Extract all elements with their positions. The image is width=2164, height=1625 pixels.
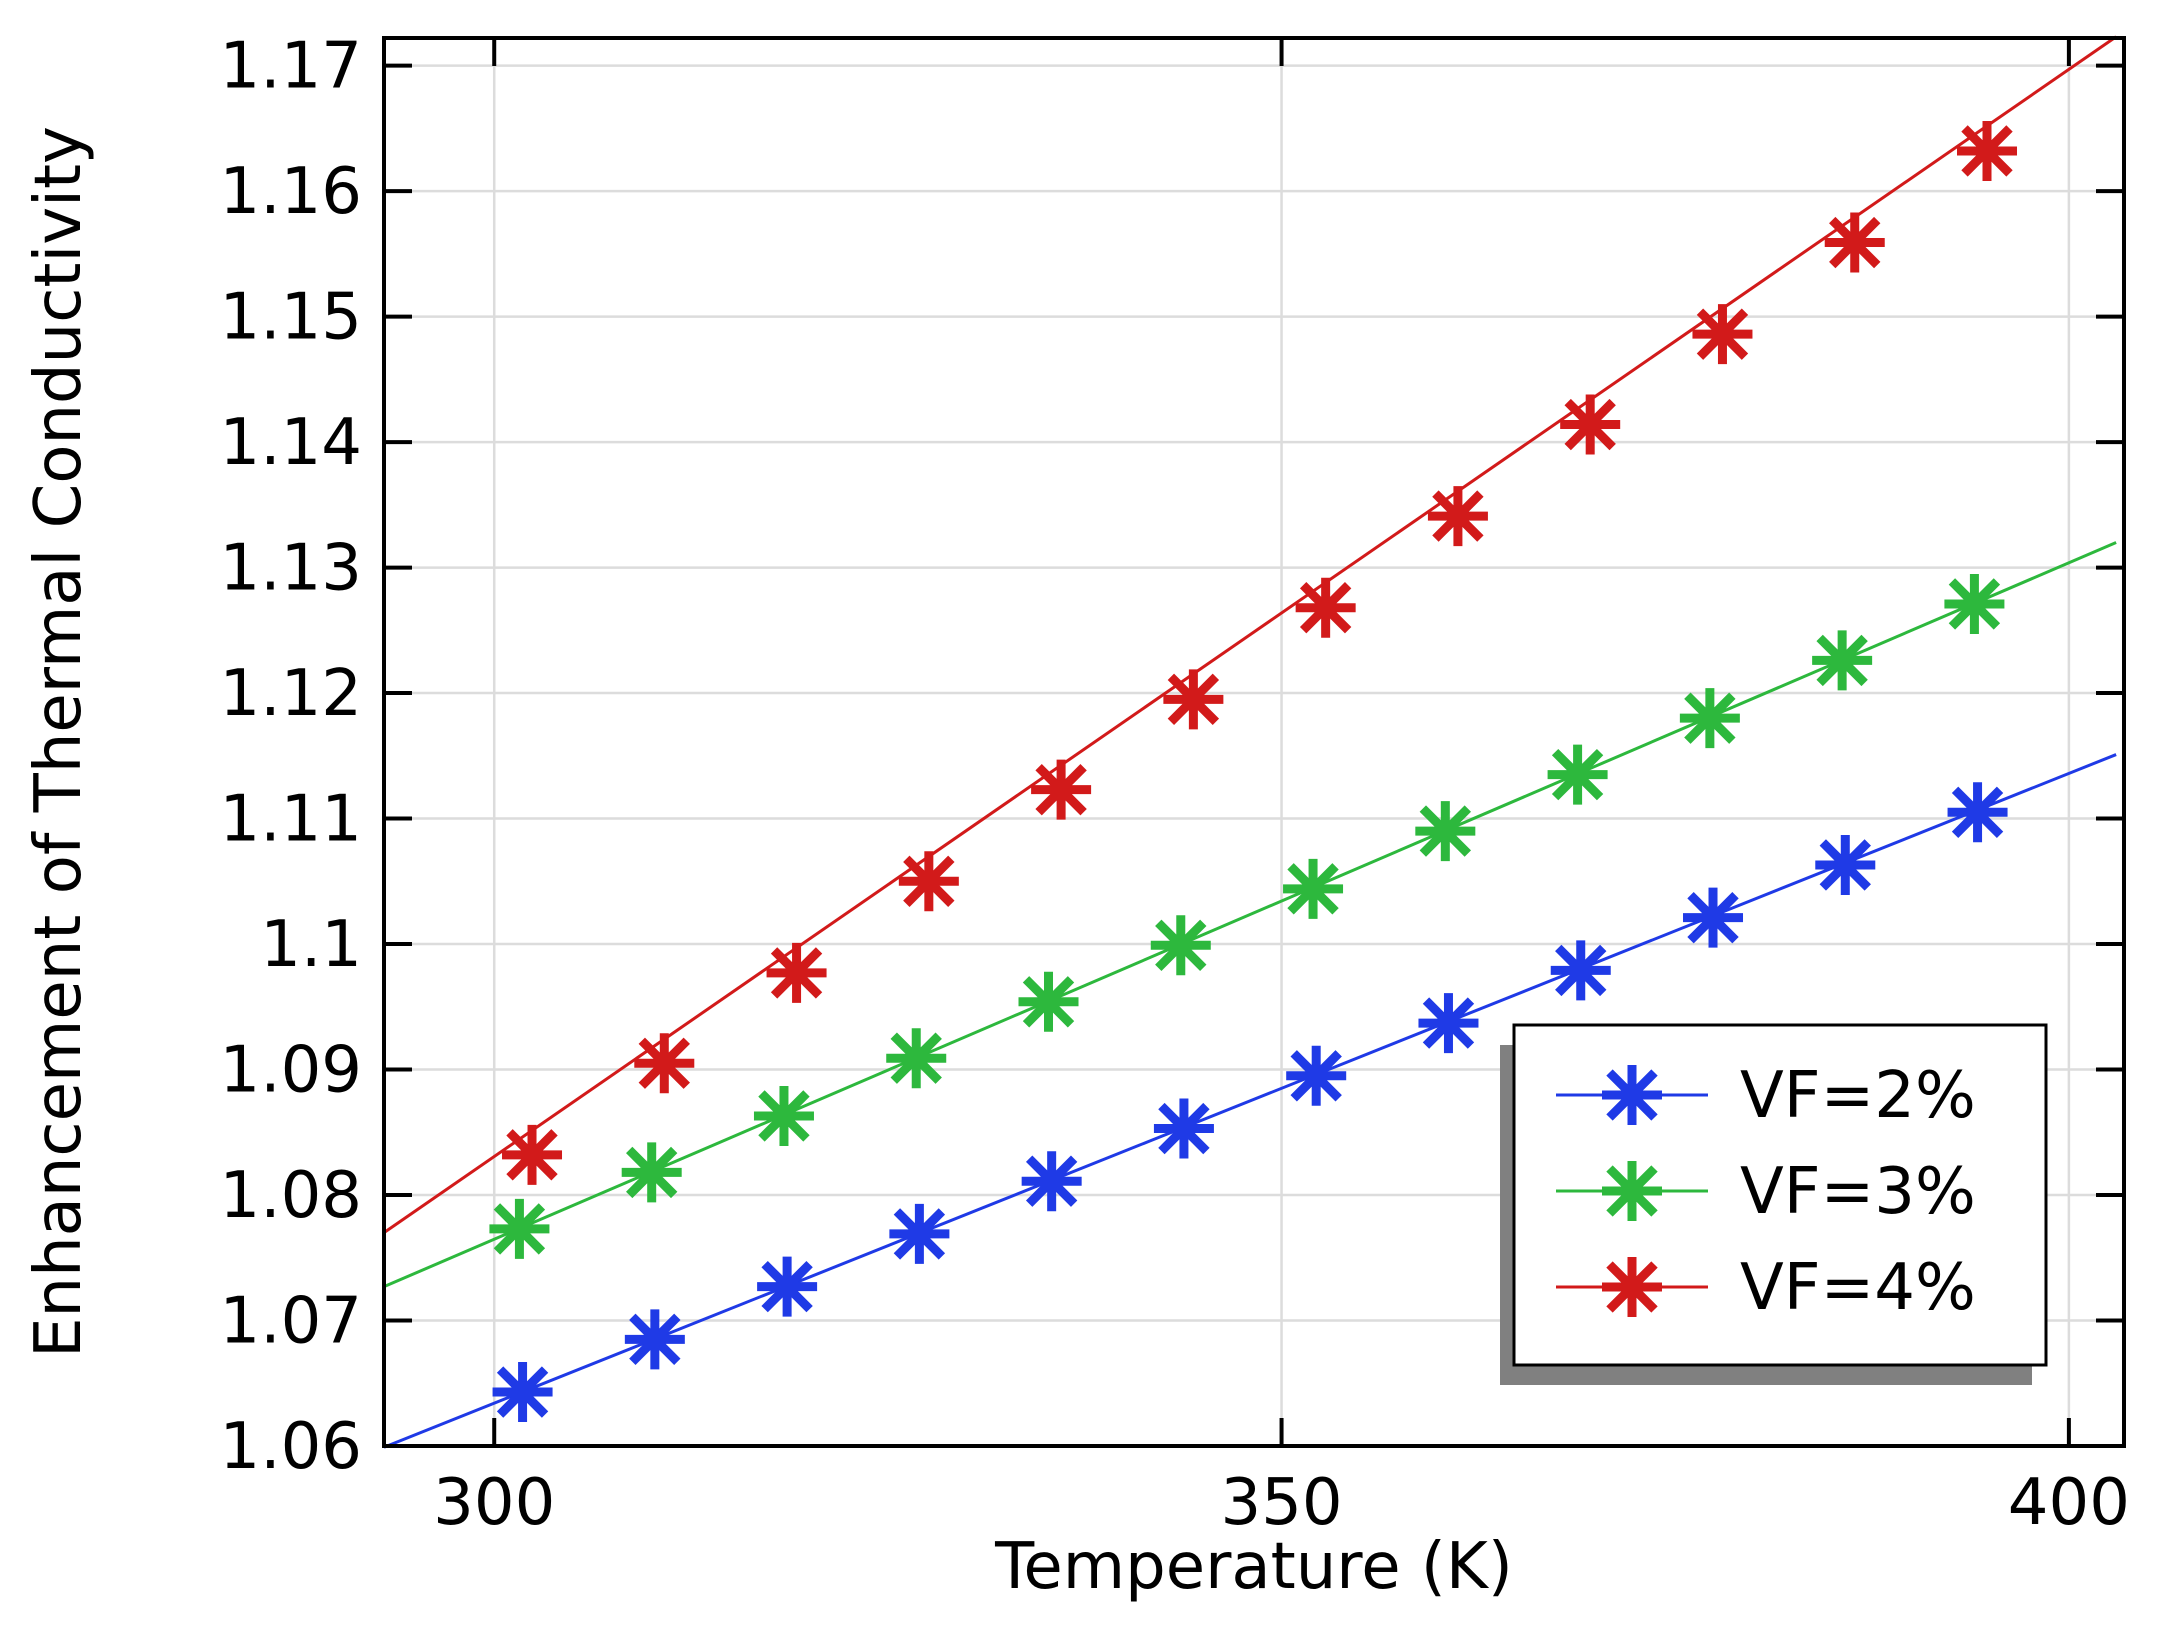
data-point [1550,940,1611,1001]
legend-label: VF=2% [1740,1059,1976,1133]
data-point [492,1362,553,1423]
tick-labels: 1.06 1.07 1.08 1.09 1.1 1.11 1.12 1.13 1.14 1.15 1… [220,30,2130,1540]
y-tick-label: 1.17 [220,30,363,104]
y-tick-label: 1.16 [220,155,363,229]
plot-series [383,35,2117,1449]
legend-item: VF=2% [1556,1059,1976,1133]
data-point [1692,304,1753,365]
data-point [1944,573,2005,634]
data-point [1163,669,1224,730]
x-axis-title: Temperature (K) [994,1530,1513,1604]
data-point [1683,887,1744,948]
legend-label: VF=3% [1740,1155,1976,1229]
x-tick-label: 300 [433,1466,555,1540]
x-tick-label: 400 [2008,1466,2130,1540]
data-point [766,942,827,1003]
legend-marker [1602,1065,1662,1125]
data-point [1018,971,1079,1032]
data-point [1415,801,1476,862]
data-point [1815,834,1876,895]
data-point [1021,1151,1082,1212]
data-point [1418,993,1479,1054]
y-tick-label: 1.15 [220,281,363,355]
data-point [1283,858,1344,919]
series-line [383,35,2117,1234]
y-tick-label: 1.12 [220,657,363,731]
data-point [1679,688,1740,749]
y-axis-title: Enhancement of Thermal Conductivity [22,126,96,1358]
series-VF=4% [383,35,2117,1234]
legend-items: VF=2% VF=3% VF=4% [1556,1059,1976,1325]
y-tick-label: 1.11 [220,783,363,857]
y-tick-label: 1.1 [260,908,362,982]
data-point [1547,744,1608,805]
data-point [753,1085,814,1146]
data-point [1153,1098,1214,1159]
data-point [624,1309,685,1370]
x-tick-label: 350 [1220,1466,1342,1540]
data-point [1150,915,1211,976]
data-point [1957,120,2017,181]
y-tick-label: 1.09 [220,1034,363,1108]
legend-marker [1602,1257,1662,1317]
data-point [1295,577,1356,638]
data-point [634,1033,695,1094]
y-tick-label: 1.13 [220,532,363,606]
data-point [757,1256,818,1317]
data-point [502,1124,563,1185]
y-tick-label: 1.08 [220,1159,363,1233]
data-point [1824,212,1885,273]
data-point [1427,486,1488,547]
data-point [621,1142,682,1203]
series-VF=3% [383,541,2117,1289]
data-point [898,851,959,912]
data-point [1812,630,1873,691]
y-tick-label: 1.14 [220,406,363,480]
series-line [383,541,2117,1289]
data-point [889,1203,950,1264]
series-VF=2% [383,753,2117,1449]
data-point [489,1198,550,1259]
data-point [1947,782,2008,843]
y-tick-label: 1.06 [220,1410,363,1484]
data-point [1031,759,1092,820]
legend-marker [1602,1161,1662,1221]
plot-frame [382,36,2126,1448]
axis-ticks [384,38,2124,1448]
legend-item: VF=3% [1556,1155,1976,1229]
legend: VF=2% VF=3% VF=4% [1500,1023,2048,1385]
grid-lines [384,38,2124,1448]
y-tick-label: 1.07 [220,1285,363,1359]
series-line [383,753,2117,1449]
legend-item: VF=4% [1556,1251,1976,1325]
data-point [1286,1045,1347,1106]
data-point [1560,394,1621,455]
data-point [886,1028,947,1089]
legend-label: VF=4% [1740,1251,1976,1325]
